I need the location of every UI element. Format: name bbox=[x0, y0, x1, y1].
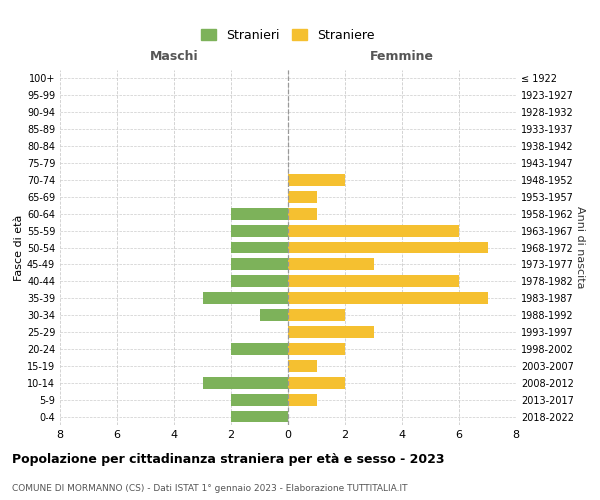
Bar bbox=[288, 191, 317, 202]
Bar bbox=[288, 208, 317, 220]
Bar bbox=[231, 276, 288, 287]
Bar bbox=[288, 174, 345, 186]
Bar bbox=[260, 309, 288, 321]
Text: Femmine: Femmine bbox=[370, 50, 434, 63]
Bar bbox=[288, 258, 373, 270]
Bar bbox=[288, 394, 317, 406]
Bar bbox=[231, 208, 288, 220]
Bar bbox=[203, 292, 288, 304]
Bar bbox=[288, 276, 459, 287]
Bar bbox=[231, 410, 288, 422]
Bar bbox=[231, 343, 288, 355]
Text: COMUNE DI MORMANNO (CS) - Dati ISTAT 1° gennaio 2023 - Elaborazione TUTTITALIA.I: COMUNE DI MORMANNO (CS) - Dati ISTAT 1° … bbox=[12, 484, 407, 493]
Text: Popolazione per cittadinanza straniera per età e sesso - 2023: Popolazione per cittadinanza straniera p… bbox=[12, 452, 445, 466]
Text: Maschi: Maschi bbox=[149, 50, 199, 63]
Bar bbox=[288, 242, 487, 254]
Bar bbox=[231, 224, 288, 236]
Legend: Stranieri, Straniere: Stranieri, Straniere bbox=[199, 26, 377, 44]
Bar bbox=[288, 309, 345, 321]
Bar bbox=[231, 394, 288, 406]
Bar bbox=[288, 326, 373, 338]
Bar bbox=[288, 343, 345, 355]
Y-axis label: Anni di nascita: Anni di nascita bbox=[575, 206, 585, 289]
Y-axis label: Fasce di età: Fasce di età bbox=[14, 214, 24, 280]
Bar bbox=[288, 360, 317, 372]
Bar bbox=[288, 224, 459, 236]
Bar bbox=[288, 292, 487, 304]
Bar bbox=[288, 377, 345, 388]
Bar bbox=[231, 242, 288, 254]
Bar bbox=[231, 258, 288, 270]
Bar bbox=[203, 377, 288, 388]
